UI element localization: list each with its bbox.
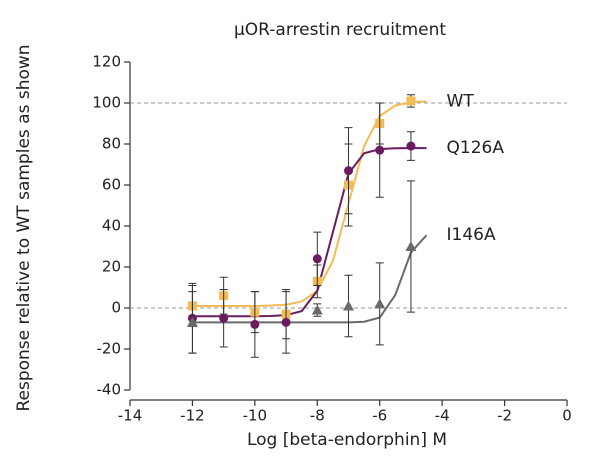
series-label: I146A: [447, 225, 496, 245]
data-point: [374, 298, 386, 309]
series-label: WT: [447, 91, 475, 111]
x-tick-label: -8: [310, 407, 325, 425]
data-point: [281, 317, 291, 327]
data-point: [344, 166, 353, 176]
fit-curve: [192, 147, 427, 318]
y-tick-label: 60: [102, 176, 121, 194]
y-tick-label: 80: [102, 135, 121, 153]
data-point: [406, 141, 416, 151]
data-point: [343, 300, 354, 311]
fit-curve: [192, 234, 428, 324]
y-tick-label: -40: [97, 381, 122, 399]
x-tick-label: -2: [497, 407, 512, 425]
x-tick-label: -12: [180, 407, 205, 425]
data-point: [406, 96, 416, 106]
x-axis-label: Log [beta-endorphin] M: [247, 430, 447, 450]
x-tick-label: -6: [372, 407, 387, 425]
y-tick-label: -20: [97, 340, 122, 358]
data-point: [250, 319, 260, 329]
data-point: [312, 254, 322, 264]
y-tick-label: 20: [102, 258, 121, 276]
data-point: [311, 304, 323, 315]
x-tick-label: -10: [243, 407, 268, 425]
x-tick-label: -4: [435, 407, 450, 425]
y-tick-label: 120: [92, 53, 121, 71]
y-axis-label: Response relative to WT samples as shown: [14, 44, 34, 411]
data-point: [186, 316, 198, 327]
chart-title: μOR-arrestin recruitment: [234, 20, 446, 40]
fit-curve: [192, 100, 427, 307]
y-tick-label: 100: [92, 94, 121, 112]
y-tick-label: 40: [102, 217, 121, 235]
series-label: Q126A: [447, 138, 505, 158]
x-tick-label: -14: [118, 407, 143, 425]
data-point: [405, 241, 417, 251]
y-tick-label: 0: [111, 299, 121, 317]
data-point: [219, 313, 229, 323]
x-tick-label: 0: [562, 407, 572, 425]
data-point: [375, 145, 385, 155]
